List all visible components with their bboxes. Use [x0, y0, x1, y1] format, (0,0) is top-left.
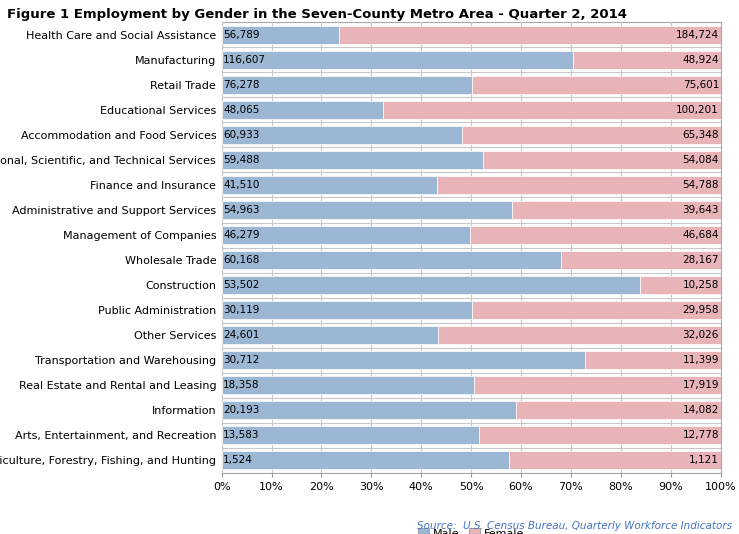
- Bar: [511, 201, 721, 219]
- Text: 56,789: 56,789: [223, 30, 259, 40]
- Bar: [463, 126, 721, 144]
- Bar: [222, 426, 479, 444]
- Bar: [437, 176, 721, 194]
- Bar: [573, 51, 721, 69]
- Bar: [562, 251, 721, 269]
- Text: Source:  U.S. Census Bureau, Quarterly Workforce Indicators: Source: U.S. Census Bureau, Quarterly Wo…: [417, 521, 732, 531]
- Text: 18,358: 18,358: [223, 380, 259, 390]
- Bar: [585, 351, 721, 369]
- Text: 65,348: 65,348: [683, 130, 719, 140]
- Text: 20,193: 20,193: [223, 405, 259, 415]
- Text: 14,082: 14,082: [683, 405, 719, 415]
- Text: 60,168: 60,168: [223, 255, 259, 265]
- Text: 100,201: 100,201: [676, 105, 719, 115]
- Text: 75,601: 75,601: [683, 80, 719, 90]
- Bar: [222, 176, 437, 194]
- Text: 29,958: 29,958: [683, 305, 719, 315]
- Bar: [222, 101, 384, 119]
- Bar: [222, 251, 562, 269]
- Bar: [222, 451, 509, 469]
- Text: 54,963: 54,963: [223, 205, 259, 215]
- Bar: [640, 276, 721, 294]
- Text: 1,121: 1,121: [689, 455, 719, 465]
- Bar: [222, 76, 472, 94]
- Text: 12,778: 12,778: [683, 430, 719, 440]
- Text: 59,488: 59,488: [223, 155, 259, 165]
- Text: 48,065: 48,065: [223, 105, 259, 115]
- Bar: [222, 351, 585, 369]
- Bar: [222, 126, 463, 144]
- Text: 41,510: 41,510: [223, 180, 259, 190]
- Text: 30,119: 30,119: [223, 305, 259, 315]
- Bar: [474, 376, 721, 394]
- Text: 10,258: 10,258: [683, 280, 719, 290]
- Text: 28,167: 28,167: [683, 255, 719, 265]
- Text: 53,502: 53,502: [223, 280, 259, 290]
- Text: 13,583: 13,583: [223, 430, 259, 440]
- Text: 60,933: 60,933: [223, 130, 259, 140]
- Bar: [222, 26, 339, 44]
- Bar: [222, 226, 470, 244]
- Bar: [470, 226, 721, 244]
- Text: 46,279: 46,279: [223, 230, 259, 240]
- Text: 76,278: 76,278: [223, 80, 259, 90]
- Text: 30,712: 30,712: [223, 355, 259, 365]
- Text: Figure 1 Employment by Gender in the Seven-County Metro Area - Quarter 2, 2014: Figure 1 Employment by Gender in the Sev…: [7, 8, 627, 21]
- Bar: [438, 326, 721, 344]
- Bar: [516, 401, 721, 419]
- Bar: [339, 26, 721, 44]
- Text: 39,643: 39,643: [683, 205, 719, 215]
- Bar: [222, 401, 516, 419]
- Text: 54,084: 54,084: [683, 155, 719, 165]
- Text: 184,724: 184,724: [676, 30, 719, 40]
- Bar: [222, 51, 573, 69]
- Text: 48,924: 48,924: [683, 55, 719, 65]
- Bar: [509, 451, 721, 469]
- Text: 46,684: 46,684: [683, 230, 719, 240]
- Bar: [472, 76, 721, 94]
- Bar: [222, 276, 640, 294]
- Text: 1,524: 1,524: [223, 455, 253, 465]
- Bar: [471, 301, 721, 319]
- Bar: [222, 376, 474, 394]
- Text: 32,026: 32,026: [683, 330, 719, 340]
- Bar: [483, 151, 721, 169]
- Bar: [222, 151, 483, 169]
- Text: 116,607: 116,607: [223, 55, 266, 65]
- Bar: [222, 301, 471, 319]
- Legend: Male, Female: Male, Female: [418, 528, 525, 534]
- Bar: [479, 426, 721, 444]
- Text: 17,919: 17,919: [683, 380, 719, 390]
- Bar: [222, 326, 438, 344]
- Text: 24,601: 24,601: [223, 330, 259, 340]
- Text: 54,788: 54,788: [683, 180, 719, 190]
- Bar: [384, 101, 721, 119]
- Text: 11,399: 11,399: [683, 355, 719, 365]
- Bar: [222, 201, 511, 219]
